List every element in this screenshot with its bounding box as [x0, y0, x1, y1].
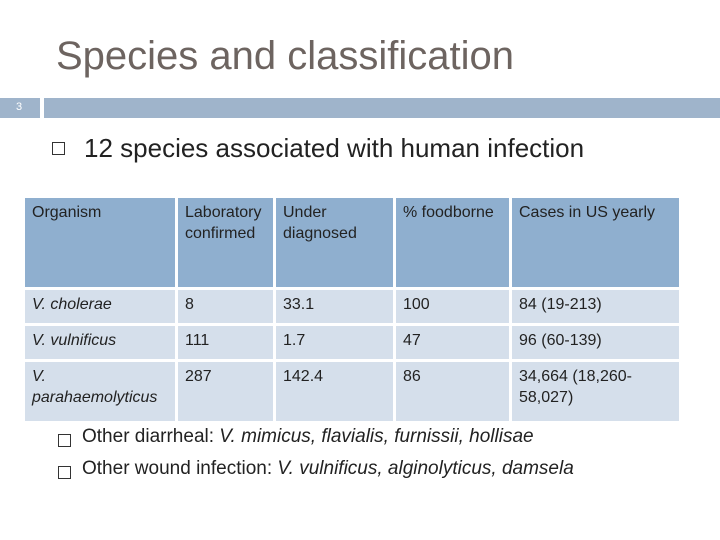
- cell-organism: V. cholerae: [22, 287, 178, 326]
- cell-lab: 111: [175, 323, 276, 362]
- sub-bullet-diarrheal: Other diarrheal: V. mimicus, flavialis, …: [82, 426, 534, 448]
- main-bullet-text: 12 species associated with human infecti…: [84, 133, 585, 163]
- table-header-row: Organism Laboratory confirmed Under diag…: [22, 195, 682, 290]
- cell-organism: V. parahaemolyticus: [22, 359, 178, 424]
- cell-food: 100: [393, 287, 512, 326]
- slide-title: Species and classification: [56, 34, 515, 78]
- table-row: V. cholerae 8 33.1 100 84 (19-213): [22, 287, 682, 326]
- sub-bullet-label: Other diarrheal:: [82, 426, 220, 447]
- cell-organism: V. vulnificus: [22, 323, 178, 362]
- cell-under: 33.1: [273, 287, 396, 326]
- header-lab-confirmed: Laboratory confirmed: [175, 195, 276, 290]
- sub-bullet-label: Other wound infection:: [82, 458, 278, 479]
- sub-bullet-wound: Other wound infection: V. vulnificus, al…: [82, 458, 574, 480]
- cell-under: 142.4: [273, 359, 396, 424]
- cell-cases: 34,664 (18,260-58,027): [509, 359, 682, 424]
- header-cases-us-yearly: Cases in US yearly: [509, 195, 682, 290]
- title-divider-bar: [44, 98, 720, 118]
- cell-food: 47: [393, 323, 512, 362]
- cell-lab: 8: [175, 287, 276, 326]
- slide-number-badge: [0, 98, 40, 118]
- cell-cases: 84 (19-213): [509, 287, 682, 326]
- square-bullet-icon: [58, 434, 71, 447]
- table-row: V. vulnificus 111 1.7 47 96 (60-139): [22, 323, 682, 362]
- slide-number: 3: [16, 101, 23, 113]
- cell-under: 1.7: [273, 323, 396, 362]
- sub-bullet-species: V. vulnificus, alginolyticus, damsela: [277, 458, 574, 479]
- cell-lab: 287: [175, 359, 276, 424]
- square-bullet-icon: [58, 466, 71, 479]
- cell-cases: 96 (60-139): [509, 323, 682, 362]
- square-bullet-icon: [52, 142, 65, 155]
- sub-bullet-species: V. mimicus, flavialis, furnissii, hollis…: [219, 426, 534, 447]
- header-percent-foodborne: % foodborne: [393, 195, 512, 290]
- header-organism: Organism: [22, 195, 178, 290]
- table-row: V. parahaemolyticus 287 142.4 86 34,664 …: [22, 359, 682, 424]
- species-table: Organism Laboratory confirmed Under diag…: [22, 195, 682, 424]
- cell-food: 86: [393, 359, 512, 424]
- header-under-diagnosed: Under diagnosed: [273, 195, 396, 290]
